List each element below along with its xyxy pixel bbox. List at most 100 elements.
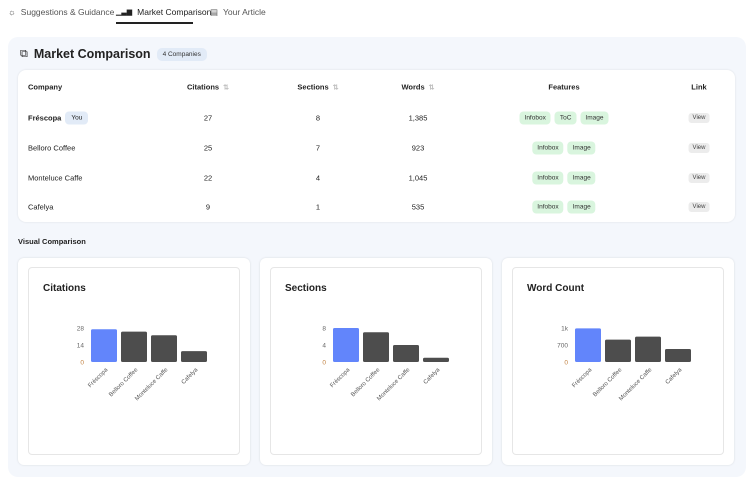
sections-value-text: 8 — [315, 113, 321, 123]
chart-container: Word Count 0 700 1k Fréscopa Belloro Coffee Mo… — [512, 267, 724, 455]
tab-suggestions[interactable]: ☼ Suggestions & Guidance — [8, 7, 115, 17]
company-name-text: Belloro Coffee — [28, 143, 76, 153]
x-tick-label: Belloro Coffee — [108, 367, 140, 399]
citations-value-text: 9 — [205, 202, 211, 212]
bar-3[interactable] — [423, 357, 449, 362]
bar-2[interactable] — [635, 336, 661, 362]
words-value-text: 535 — [411, 202, 425, 212]
words-value-text: 923 — [411, 143, 425, 153]
company-name: Fréscopa You — [28, 111, 89, 125]
company-name: Monteluce Caffe — [28, 174, 82, 183]
panel-header: ⧉ Market Comparison 4 Companies — [20, 47, 207, 61]
y-tick-label: 4 — [322, 343, 326, 350]
view-button[interactable]: View — [688, 173, 710, 183]
sort-icon[interactable]: ⇅ — [332, 84, 339, 91]
view-button[interactable]: View — [688, 113, 710, 123]
company-name-text: Fréscopa — [28, 113, 62, 123]
chart-container: Citations 0 14 28 Fréscopa Belloro Coffee Mont… — [28, 267, 240, 455]
citations-value: 25 — [204, 144, 212, 153]
y-tick-label: 8 — [322, 326, 326, 333]
column-header-citations[interactable]: Citations ⇅ — [187, 83, 229, 92]
tab-your-article[interactable]: ▤ Your Article — [210, 6, 266, 18]
view-link[interactable]: View — [688, 202, 710, 212]
feature-tag: Infobox — [532, 141, 564, 155]
column-header-citations-text: Citations — [187, 82, 220, 92]
x-tick-label: Cafelya — [665, 367, 684, 386]
feature-tag: Image — [567, 200, 596, 214]
x-tick-label: Fréscopa — [329, 367, 351, 389]
words-value: 923 — [412, 144, 425, 153]
view-link[interactable]: View — [688, 113, 710, 123]
comparison-table: Company Citations ⇅ Sections ⇅ Words ⇅ Features… — [18, 70, 735, 222]
chart-card-sections: Sections 0 4 8 Fréscopa Belloro Coffee Montelu… — [260, 258, 492, 465]
words-value: 1,385 — [409, 114, 428, 123]
citations-value: 27 — [204, 114, 212, 123]
feature-tag: Infobox — [532, 171, 564, 185]
company-name-text: Cafelya — [28, 202, 54, 212]
citations-value: 22 — [204, 174, 212, 183]
bar-0[interactable] — [91, 329, 117, 362]
bar-0[interactable] — [575, 328, 601, 362]
chart-title: Sections — [285, 283, 327, 294]
bar-0[interactable] — [333, 328, 359, 362]
x-tick-label: Cafelya — [181, 367, 200, 386]
you-badge: You — [65, 111, 89, 125]
column-header-company-text: Company — [28, 82, 63, 92]
bar-chart-icon: ▁▃▆ — [116, 9, 133, 16]
feature-tag: Image — [567, 171, 596, 185]
chart-title: Citations — [43, 283, 86, 294]
view-link[interactable]: View — [688, 173, 710, 183]
sort-icon[interactable]: ⇅ — [428, 84, 435, 91]
words-value-text: 1,385 — [408, 113, 428, 123]
chart-title: Word Count — [527, 283, 585, 294]
chart-card-word-count: Word Count 0 700 1k Fréscopa Belloro Coffee Mo… — [502, 258, 734, 465]
companies-count-badge: 4 Companies — [156, 47, 207, 61]
column-header-features: Features — [548, 83, 579, 92]
sections-value: 4 — [316, 174, 320, 183]
bar-3[interactable] — [181, 351, 207, 362]
sections-value: 1 — [316, 203, 320, 212]
tab-market-comparison[interactable]: ▁▃▆ Market Comparison — [116, 7, 212, 17]
view-button[interactable]: View — [688, 202, 710, 212]
column-header-words[interactable]: Words ⇅ — [401, 83, 434, 92]
words-value-text: 1,045 — [408, 173, 428, 183]
column-header-company: Company — [28, 83, 62, 92]
y-tick-label: 700 — [557, 343, 568, 350]
chart-card-citations: Citations 0 14 28 Fréscopa Belloro Coffee Mont… — [18, 258, 250, 465]
sort-icon[interactable]: ⇅ — [223, 84, 229, 91]
feature-tag: ToC — [554, 111, 577, 125]
column-header-features-text: Features — [548, 82, 580, 92]
x-tick-label: Belloro Coffee — [350, 367, 382, 399]
sections-value-text: 1 — [315, 202, 321, 212]
feature-tag: Infobox — [519, 111, 551, 125]
x-tick-label: Monteluce Caffe — [376, 367, 412, 403]
bar-1[interactable] — [121, 331, 147, 362]
sections-value: 8 — [316, 114, 320, 123]
y-tick-label: 1k — [561, 326, 569, 333]
bar-1[interactable] — [605, 339, 631, 362]
feature-tag: Image — [580, 111, 609, 125]
company-name: Belloro Coffee — [28, 144, 75, 153]
view-link[interactable]: View — [688, 143, 710, 153]
page-title: Market Comparison — [33, 47, 151, 61]
bar-2[interactable] — [151, 335, 177, 362]
bar-3[interactable] — [665, 349, 691, 362]
features-cell: Infobox Image — [532, 171, 596, 185]
x-tick-label: Monteluce Caffe — [618, 367, 654, 403]
x-tick-label: Belloro Coffee — [592, 367, 624, 399]
sections-value-text: 4 — [315, 173, 321, 183]
bar-2[interactable] — [393, 345, 419, 362]
bar-1[interactable] — [363, 332, 389, 362]
view-button[interactable]: View — [688, 143, 710, 153]
column-header-sections[interactable]: Sections ⇅ — [297, 83, 338, 92]
y-tick-label: 14 — [77, 343, 85, 350]
visual-comparison-label: Visual Comparison — [18, 237, 86, 246]
x-tick-label: Fréscopa — [87, 367, 109, 389]
y-tick-label: 0 — [322, 360, 326, 367]
column-header-words-text: Words — [401, 82, 425, 92]
market-comparison-panel: ⧉ Market Comparison 4 Companies Company C… — [8, 37, 746, 477]
citations-value: 9 — [206, 203, 210, 212]
words-value: 535 — [412, 203, 425, 212]
